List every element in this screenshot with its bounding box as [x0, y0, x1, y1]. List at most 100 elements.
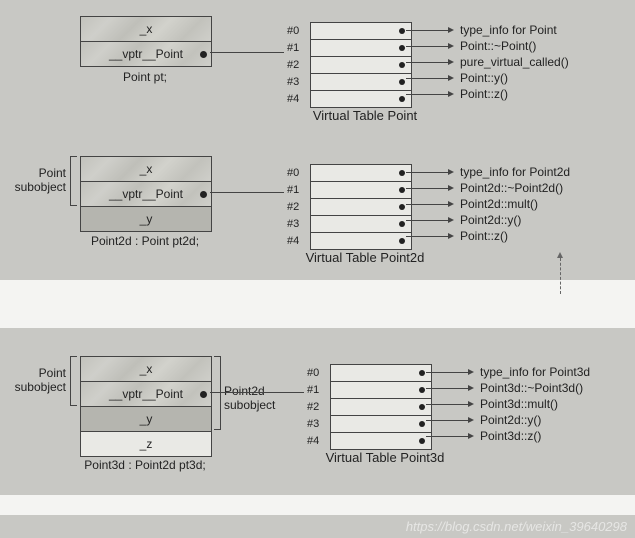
- vtable-row: #1: [311, 182, 411, 199]
- dashed-arrow: [560, 258, 561, 294]
- arrowhead: [448, 201, 454, 207]
- vtable-dot: [399, 79, 405, 85]
- vtable-entry: Point::z(): [460, 87, 508, 101]
- vptr-dot: [200, 51, 207, 58]
- vtable-dot: [399, 170, 405, 176]
- arrow: [406, 46, 450, 47]
- vtable-index: #3: [287, 216, 299, 232]
- vtable-row: #3: [311, 216, 411, 233]
- arrow: [406, 94, 450, 95]
- vtable-caption: Virtual Table Point: [280, 108, 450, 123]
- object-cell: _z: [81, 432, 211, 456]
- vptr-arrow: [210, 192, 284, 193]
- vtable-entry: pure_virtual_called(): [460, 55, 569, 69]
- vtable-dot: [399, 28, 405, 34]
- vtable-row: #2: [331, 399, 431, 416]
- vtable-dot: [399, 45, 405, 51]
- object-caption: Point pt;: [65, 70, 225, 84]
- arrow: [426, 372, 470, 373]
- vtable-index: #0: [307, 365, 319, 381]
- arrow: [406, 172, 450, 173]
- brace-label: Pointsubobject: [2, 166, 66, 194]
- arrow: [426, 404, 470, 405]
- arrowhead: [468, 401, 474, 407]
- object-cell: _x: [81, 157, 211, 182]
- vtable-index: #4: [287, 91, 299, 107]
- vtable-dot: [399, 221, 405, 227]
- vtable-index: #1: [287, 182, 299, 198]
- vtable-dot: [419, 438, 425, 444]
- vtable-dot: [419, 404, 425, 410]
- arrowhead: [448, 185, 454, 191]
- dashed-arrowhead: [557, 252, 563, 258]
- vtable-dot: [419, 387, 425, 393]
- vtable-row: #3: [331, 416, 431, 433]
- vtable-row: #4: [331, 433, 431, 449]
- arrow: [406, 30, 450, 31]
- arrowhead: [448, 169, 454, 175]
- vtable-dot: [399, 96, 405, 102]
- arrow: [426, 388, 470, 389]
- vtable-index: #3: [307, 416, 319, 432]
- vtable-entry: Point2d::~Point2d(): [460, 181, 563, 195]
- vtable-entry: Point::~Point(): [460, 39, 536, 53]
- vptr-arrow: [210, 392, 304, 393]
- vtable-entry: Point::y(): [460, 71, 508, 85]
- vtable-dot: [399, 62, 405, 68]
- vtable-row: #3: [311, 74, 411, 91]
- arrowhead: [448, 59, 454, 65]
- vptr-dot: [200, 391, 207, 398]
- vptr-dot: [200, 191, 207, 198]
- vtable-index: #0: [287, 165, 299, 181]
- vtable-index: #3: [287, 74, 299, 90]
- object-cell: __vptr__Point: [81, 182, 211, 207]
- vtable-entry: type_info for Point: [460, 23, 557, 37]
- arrow: [406, 188, 450, 189]
- brace-label: Pointsubobject: [2, 366, 66, 394]
- vtable-row: #0: [331, 365, 431, 382]
- vtable-index: #1: [287, 40, 299, 56]
- vtable-row: #2: [311, 199, 411, 216]
- object-caption: Point2d : Point pt2d;: [65, 234, 225, 248]
- vptr-arrow: [210, 52, 284, 53]
- vtable-row: #1: [331, 382, 431, 399]
- arrow: [406, 204, 450, 205]
- vtable-entry: Point3d::mult(): [480, 397, 558, 411]
- arrow: [426, 436, 470, 437]
- arrow: [406, 78, 450, 79]
- arrow: [406, 62, 450, 63]
- arrowhead: [448, 233, 454, 239]
- arrow: [426, 420, 470, 421]
- vtable-dot: [399, 204, 405, 210]
- arrowhead: [448, 75, 454, 81]
- brace-label: Point2dsubobject: [224, 384, 275, 412]
- object-cell: __vptr__Point: [81, 42, 211, 66]
- brace-left: [70, 356, 77, 406]
- vtable-caption: Virtual Table Point3d: [300, 450, 470, 465]
- object-point2d: _x__vptr__Point_y: [80, 156, 212, 232]
- object-cell: _x: [81, 17, 211, 42]
- vtable-entry: Point2d::mult(): [460, 197, 538, 211]
- vtable-index: #2: [287, 57, 299, 73]
- object-cell: _y: [81, 407, 211, 432]
- vtable-index: #4: [307, 433, 319, 449]
- brace-left: [70, 156, 77, 206]
- vtable-entry: type_info for Point3d: [480, 365, 590, 379]
- vtable-dot: [419, 421, 425, 427]
- vtable-row: #4: [311, 91, 411, 107]
- vtable-index: #2: [307, 399, 319, 415]
- arrow: [406, 220, 450, 221]
- vtable-row: #1: [311, 40, 411, 57]
- vtable-dot: [399, 187, 405, 193]
- vtable-entry: Point3d::z(): [480, 429, 541, 443]
- paper-band: [0, 495, 635, 515]
- arrow: [406, 236, 450, 237]
- vtable-index: #1: [307, 382, 319, 398]
- watermark: https://blog.csdn.net/weixin_39640298: [406, 519, 627, 534]
- vtable-point3d: #0#1#2#3#4: [330, 364, 432, 450]
- paper-band: [0, 280, 635, 328]
- vtable-dot: [419, 370, 425, 376]
- vtable-entry: Point2d::y(): [480, 413, 541, 427]
- vtable-index: #2: [287, 199, 299, 215]
- vtable-row: #0: [311, 165, 411, 182]
